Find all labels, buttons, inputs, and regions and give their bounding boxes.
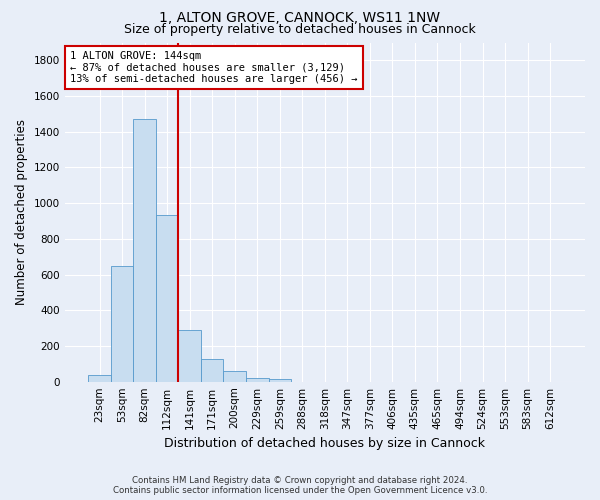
Y-axis label: Number of detached properties: Number of detached properties <box>15 119 28 305</box>
Bar <box>223 371 246 382</box>
Bar <box>156 215 178 382</box>
Bar <box>111 266 133 382</box>
Bar <box>88 375 111 382</box>
Bar <box>269 379 291 382</box>
Bar <box>201 360 223 382</box>
Bar <box>133 120 156 382</box>
Text: Contains HM Land Registry data © Crown copyright and database right 2024.
Contai: Contains HM Land Registry data © Crown c… <box>113 476 487 495</box>
Text: Size of property relative to detached houses in Cannock: Size of property relative to detached ho… <box>124 22 476 36</box>
Bar <box>178 330 201 382</box>
Text: 1 ALTON GROVE: 144sqm
← 87% of detached houses are smaller (3,129)
13% of semi-d: 1 ALTON GROVE: 144sqm ← 87% of detached … <box>70 51 358 84</box>
X-axis label: Distribution of detached houses by size in Cannock: Distribution of detached houses by size … <box>164 437 485 450</box>
Bar <box>246 378 269 382</box>
Text: 1, ALTON GROVE, CANNOCK, WS11 1NW: 1, ALTON GROVE, CANNOCK, WS11 1NW <box>160 11 440 25</box>
